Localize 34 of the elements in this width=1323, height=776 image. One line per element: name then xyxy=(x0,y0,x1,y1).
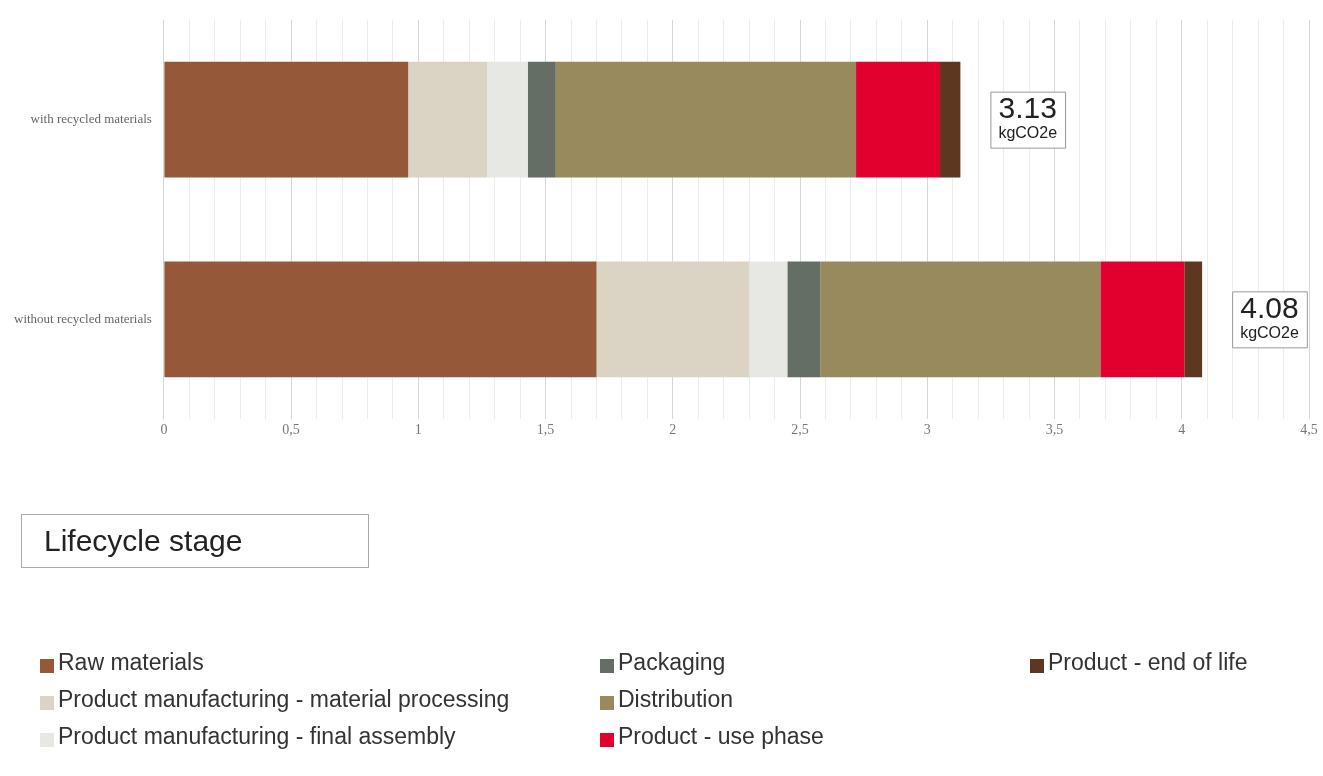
bar xyxy=(787,261,821,378)
legend-label: Product manufacturing - material processing xyxy=(58,686,510,713)
bar xyxy=(820,261,1101,378)
x-tick-label: 3,5 xyxy=(1045,422,1064,438)
legend-label: Distribution xyxy=(618,686,734,713)
bar xyxy=(555,61,857,178)
x-tick-label: 2,5 xyxy=(791,422,809,438)
bar xyxy=(527,61,556,178)
bar xyxy=(408,61,488,178)
legend-label: Product - end of life xyxy=(1048,649,1248,676)
bar xyxy=(856,61,941,178)
x-tick-label: 4 xyxy=(1178,422,1186,438)
x-tick-label: 2 xyxy=(669,422,677,438)
total-label: 3.13 kgCO2e xyxy=(998,90,1058,142)
x-tick-label: 4,5 xyxy=(1300,422,1318,438)
legend-label: Raw materials xyxy=(58,649,204,676)
legend-title: Lifecycle stage xyxy=(21,514,369,568)
bar xyxy=(940,61,961,178)
y-tick-label: without recycled materials xyxy=(14,310,152,326)
x-tick-label: 1,5 xyxy=(536,422,555,438)
x-tick-label: 3 xyxy=(923,422,931,438)
x-tick-label: 1 xyxy=(414,422,422,438)
bar xyxy=(1184,261,1203,378)
x-tick-label: 0 xyxy=(160,422,168,438)
legend-label: Packaging xyxy=(618,649,726,676)
bar xyxy=(164,61,409,178)
x-tick-label: 0,5 xyxy=(282,422,300,438)
bar xyxy=(596,261,750,378)
y-tick-label: with recycled materials xyxy=(30,111,152,127)
total-label: 4.08 kgCO2e xyxy=(1240,290,1299,341)
legend-label: Product - use phase xyxy=(618,723,824,750)
legend-label: Product manufacturing - final assembly xyxy=(58,723,456,750)
bar xyxy=(164,261,597,378)
bar xyxy=(1100,261,1185,378)
